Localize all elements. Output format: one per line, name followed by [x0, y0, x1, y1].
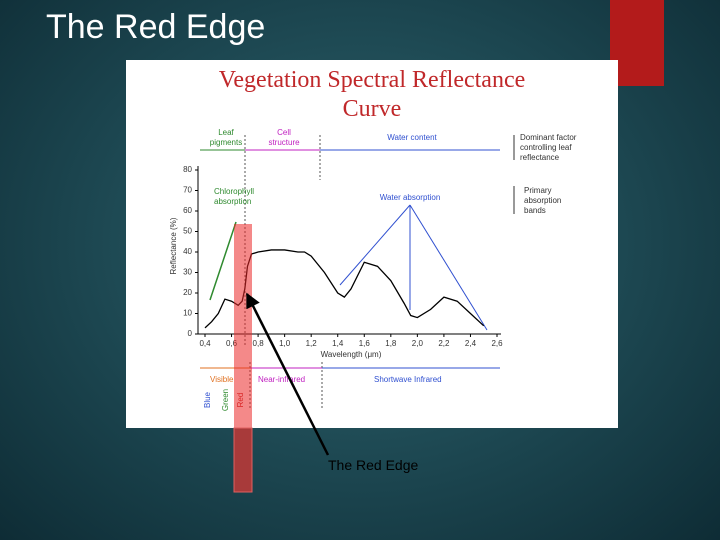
- annotation: Green: [221, 389, 230, 411]
- x-tick-label: 2,4: [465, 339, 477, 348]
- x-tick-label: 1,8: [385, 339, 397, 348]
- annotation: Dominant factor controlling leaf reflect…: [520, 133, 577, 162]
- annotation: Visible: [210, 375, 234, 384]
- y-tick-label: 20: [183, 288, 192, 297]
- annotation-line: [409, 204, 488, 331]
- x-axis-label: Wavelength (μm): [321, 350, 382, 359]
- x-tick-label: 2,2: [438, 339, 450, 348]
- x-tick-label: 1,0: [279, 339, 291, 348]
- y-tick-label: 0: [188, 329, 193, 338]
- x-tick-label: 1,2: [306, 339, 318, 348]
- chart-image: [126, 60, 618, 428]
- x-tick-label: 2,6: [491, 339, 503, 348]
- red-edge-highlight: [233, 427, 253, 493]
- y-tick-label: 50: [183, 227, 192, 236]
- y-tick-label: 80: [183, 165, 192, 174]
- chart-title: Vegetation Spectral Reflectance Curve: [218, 67, 526, 122]
- annotation: Chlorophyll absorption: [214, 187, 255, 206]
- annotation-line: [339, 204, 411, 286]
- slide-title: The Red Edge: [46, 8, 266, 46]
- annotation: Shortwave Infrared: [374, 375, 442, 384]
- x-tick-label: 2,0: [412, 339, 424, 348]
- x-tick-label: 0,8: [253, 339, 265, 348]
- x-tick-label: 1,6: [359, 339, 371, 348]
- y-tick-label: 10: [183, 309, 192, 318]
- callout-arrow: [245, 292, 330, 456]
- x-tick-label: 0,6: [226, 339, 238, 348]
- x-tick-label: 1,4: [332, 339, 344, 348]
- annotation: Water content: [387, 133, 437, 142]
- red-edge-highlight: [234, 224, 252, 428]
- y-tick-label: 60: [183, 206, 192, 215]
- annotation: Blue: [203, 391, 212, 408]
- y-tick-label: 40: [183, 247, 192, 256]
- annotation: Leaf pigments: [209, 128, 243, 147]
- annotation-line: [209, 221, 237, 301]
- annotation: Near-infrared: [258, 375, 305, 384]
- annotation: Water absorption: [380, 193, 441, 202]
- annotation: Primary absorption bands: [524, 186, 562, 215]
- callout-label: The Red Edge: [328, 457, 419, 473]
- y-tick-label: 30: [183, 268, 192, 277]
- accent-bar: [610, 0, 664, 86]
- y-axis-label: Reflectance (%): [169, 217, 178, 274]
- x-tick-label: 0,4: [199, 339, 211, 348]
- y-tick-label: 70: [183, 186, 192, 195]
- annotation: Cell structure: [268, 128, 300, 147]
